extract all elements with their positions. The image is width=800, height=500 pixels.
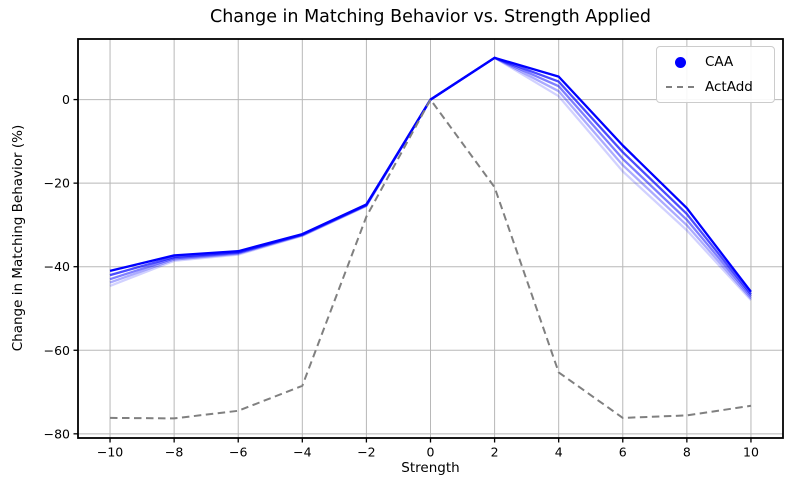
- legend-marker-col: [665, 86, 695, 88]
- svg-text:2: 2: [491, 445, 499, 460]
- actadd-dashed-line-icon: [666, 86, 694, 88]
- legend-box: CAA ActAdd: [656, 46, 775, 103]
- svg-text:−6: −6: [229, 445, 247, 460]
- svg-text:−10: −10: [97, 445, 123, 460]
- caa-circle-marker-icon: [674, 56, 686, 68]
- svg-text:10: 10: [743, 445, 759, 460]
- svg-text:0: 0: [62, 92, 70, 107]
- svg-text:−20: −20: [44, 176, 70, 191]
- y-axis-label: Change in Matching Behavior (%): [10, 124, 26, 352]
- legend-item-caa: CAA: [665, 54, 764, 70]
- svg-text:−60: −60: [44, 343, 70, 358]
- legend-label-actadd: ActAdd: [705, 79, 753, 95]
- x-axis-label: Strength: [401, 460, 460, 476]
- svg-text:−80: −80: [44, 426, 70, 441]
- svg-text:6: 6: [619, 445, 627, 460]
- legend-item-actadd: ActAdd: [665, 79, 764, 95]
- svg-text:−8: −8: [165, 445, 183, 460]
- svg-text:−2: −2: [357, 445, 375, 460]
- svg-text:4: 4: [555, 445, 563, 460]
- legend-label-caa: CAA: [705, 54, 734, 70]
- svg-text:8: 8: [683, 445, 691, 460]
- svg-text:0: 0: [427, 445, 435, 460]
- svg-text:−40: −40: [44, 259, 70, 274]
- chart-title: Change in Matching Behavior vs. Strength…: [209, 7, 652, 27]
- legend-marker-col: [665, 56, 695, 68]
- svg-text:−4: −4: [293, 445, 311, 460]
